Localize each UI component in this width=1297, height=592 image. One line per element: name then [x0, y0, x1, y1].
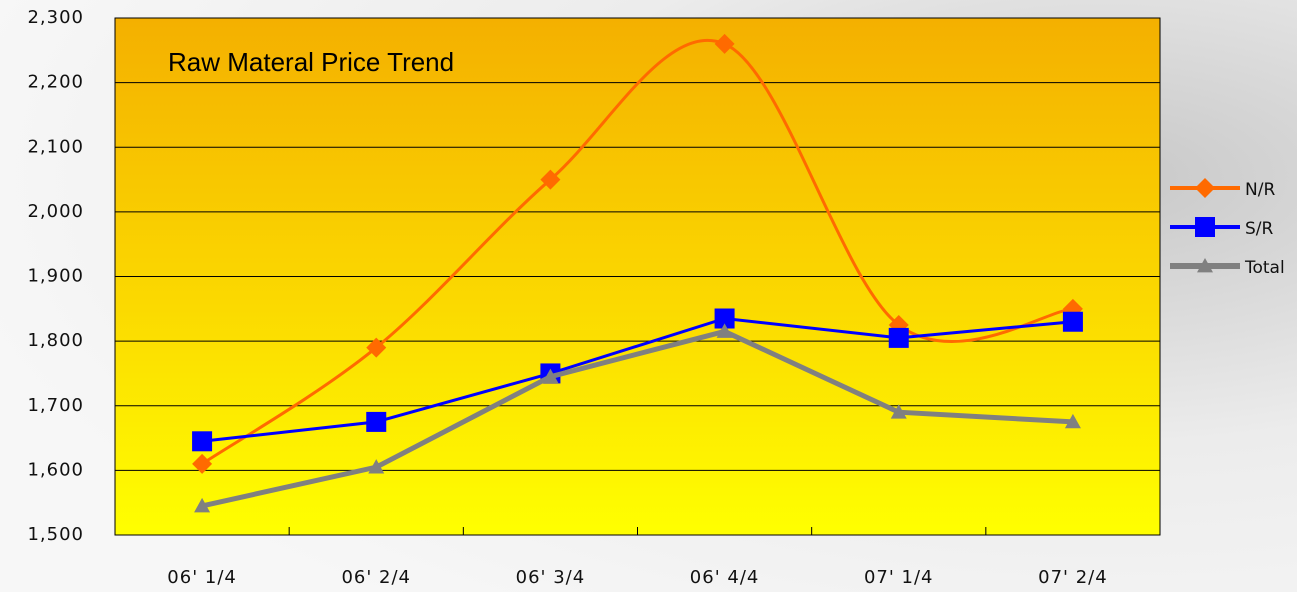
- x-tick-label: 06' 2/4: [341, 567, 411, 588]
- legend-label: S/R: [1245, 219, 1274, 239]
- y-tick-label: 1,700: [27, 395, 84, 416]
- x-tick-label: 07' 1/4: [864, 567, 934, 588]
- legend-label: N/R: [1245, 180, 1275, 200]
- chart: Raw Materal Price Trend 1,500 1,600 1,700 1…: [0, 0, 1297, 592]
- y-tick-label: 2,200: [27, 72, 84, 93]
- y-tick-label: 2,000: [27, 201, 84, 222]
- data-point: [1063, 312, 1083, 332]
- y-tick-label: 1,800: [27, 330, 84, 351]
- y-tick-label: 2,300: [27, 7, 84, 28]
- data-point: [366, 412, 386, 432]
- legend-marker: [1195, 217, 1215, 237]
- y-tick-label: 2,100: [27, 136, 84, 157]
- x-tick-label: 06' 4/4: [690, 567, 760, 588]
- x-tick-label: 06' 3/4: [516, 567, 586, 588]
- chart-title: Raw Materal Price Trend: [168, 47, 454, 77]
- x-tick-label: 06' 1/4: [167, 567, 237, 588]
- y-tick-label: 1,900: [27, 266, 84, 287]
- x-tick-label: 07' 2/4: [1038, 567, 1108, 588]
- data-point: [889, 328, 909, 348]
- y-tick-label: 1,600: [27, 459, 84, 480]
- legend-label: Total: [1244, 258, 1285, 278]
- data-point: [192, 431, 212, 451]
- y-tick-label: 1,500: [27, 524, 84, 545]
